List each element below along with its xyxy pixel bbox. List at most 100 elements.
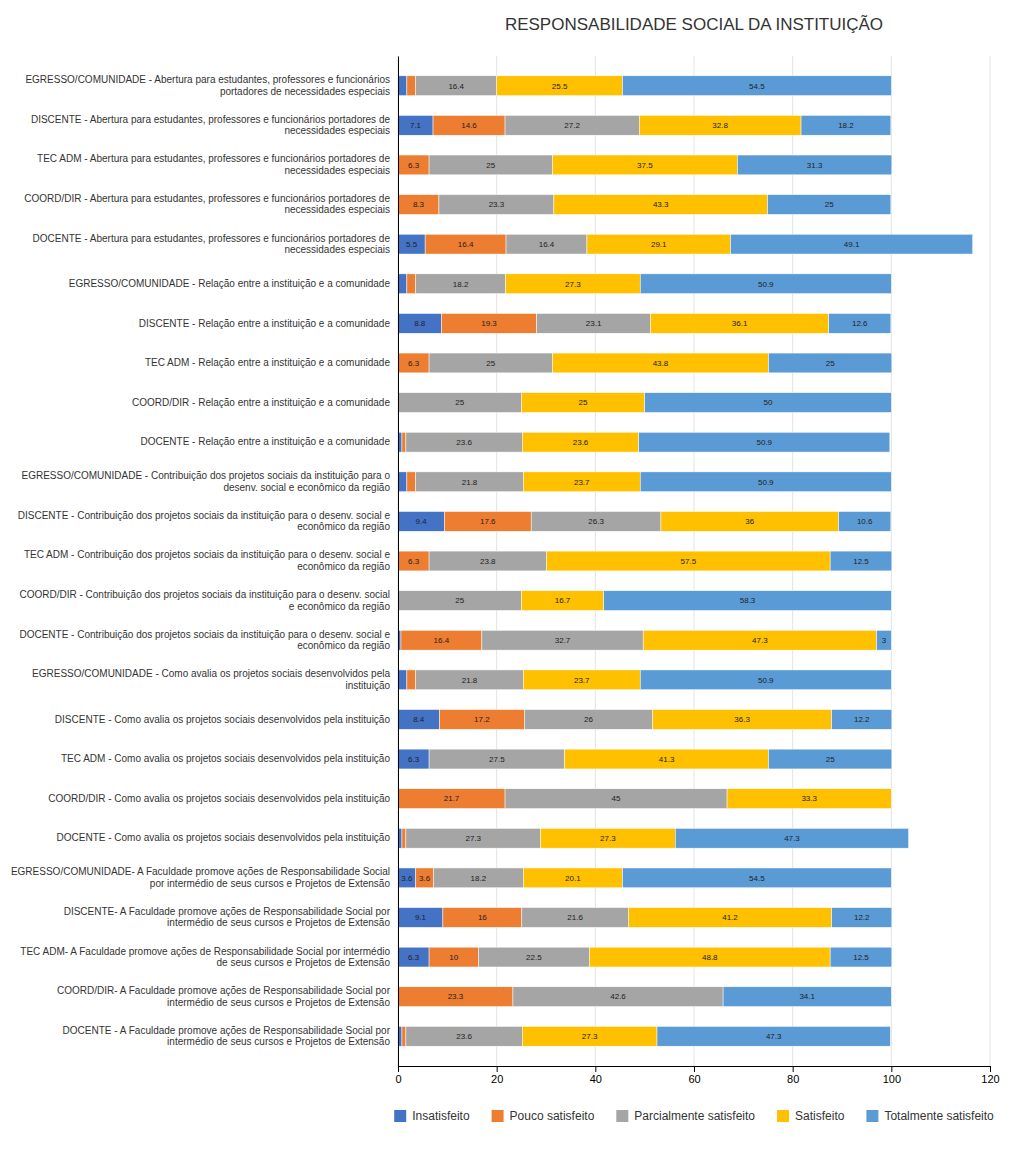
y-tick-label-line: COORD/DIR - Abertura para estudantes, pr… <box>24 193 390 204</box>
bar-segment <box>429 155 552 175</box>
y-tick-label: COORD/DIR- A Faculdade promove ações de … <box>57 985 391 1008</box>
data-label: 34.1 <box>799 992 815 1001</box>
data-label: 12.5 <box>853 557 869 566</box>
bar-segment <box>522 1026 657 1046</box>
y-tick-label: TEC ADM - Abertura para estudantes, prof… <box>37 153 390 176</box>
data-label: 6.3 <box>408 359 420 368</box>
bar-segment <box>398 472 407 492</box>
y-tick-label-line: EGRESSO/COMUNIDADE - Contribuição dos pr… <box>22 470 391 481</box>
bar-segment <box>406 828 541 848</box>
y-tick-label-line: TEC ADM - Relação entre a instituição e … <box>145 357 391 368</box>
data-label: 37.5 <box>637 161 653 170</box>
bar-segment <box>402 432 406 452</box>
data-label: 16.4 <box>539 240 555 249</box>
bar-segment <box>645 393 892 413</box>
data-label: 22.5 <box>526 953 542 962</box>
bar-segment <box>416 670 524 690</box>
data-label: 23.3 <box>448 992 464 1001</box>
data-label: 27.3 <box>565 280 581 289</box>
bar-segment <box>587 234 731 254</box>
y-tick-label: EGRESSO/COMUNIDADE - Relação entre a ins… <box>69 278 391 289</box>
data-label: 50.9 <box>757 438 773 447</box>
data-label: 36.1 <box>732 319 748 328</box>
x-axis: 020406080100120 <box>395 1066 999 1085</box>
grid <box>398 56 990 1066</box>
y-tick-label: EGRESSO/COMUNIDADE - Contribuição dos pr… <box>22 470 391 493</box>
x-tick: 120 <box>981 1066 999 1085</box>
x-tick: 80 <box>787 1066 799 1085</box>
y-tick: EGRESSO/COMUNIDADE - Contribuição dos pr… <box>22 470 398 493</box>
legend-swatch <box>777 1110 789 1122</box>
chart-svg: RESPONSABILIDADE SOCIAL DA INSTITUIÇÃO7.… <box>0 0 1024 1156</box>
data-label: 18.2 <box>471 874 487 883</box>
y-tick-label-line: DOCENTE - Como avalia os projetos sociai… <box>57 832 391 843</box>
y-tick: DISCENTE- A Faculdade promove ações de R… <box>64 906 398 929</box>
data-label: 27.5 <box>489 755 505 764</box>
data-label: 6.3 <box>408 557 420 566</box>
legend-label: Insatisfeito <box>412 1109 470 1123</box>
bar-segment <box>478 947 589 967</box>
y-tick-label-line: EGRESSO/COMUNIDADE - Como avalia os proj… <box>32 668 390 679</box>
bar-segment <box>727 789 891 809</box>
x-tick-label: 0 <box>395 1073 401 1085</box>
bar-segment <box>407 274 416 294</box>
y-tick-label: DISCENTE - Contribuição dos projetos soc… <box>18 510 391 533</box>
data-label: 8.8 <box>414 319 426 328</box>
y-tick-label: DISCENTE- A Faculdade promove ações de R… <box>64 906 391 929</box>
y-tick-label-line: necessidades especiais <box>284 244 390 255</box>
legend-label: Parcialmente satisfeito <box>634 1109 755 1123</box>
data-label: 16.7 <box>555 596 571 605</box>
y-tick-label-line: COORD/DIR - Relação entre a instituição … <box>132 397 390 408</box>
bar-segment <box>541 828 676 848</box>
legend-item: Totalmente satisfeito <box>866 1109 994 1123</box>
y-tick-label-line: e econômico da região <box>289 601 391 612</box>
grid-line <box>990 56 991 1066</box>
y-tick-label: TEC ADM - Como avalia os projetos sociai… <box>61 753 390 764</box>
data-label: 3.6 <box>401 874 413 883</box>
bar-segment <box>829 313 891 333</box>
y-tick: EGRESSO/COMUNIDADE - Como avalia os proj… <box>32 668 398 691</box>
y-tick-label-line: instituição <box>346 680 391 691</box>
data-label: 3 <box>882 636 887 645</box>
bar-segment <box>640 274 891 294</box>
data-label: 10 <box>449 953 458 962</box>
bar-segment <box>416 472 524 492</box>
bar-segment <box>506 234 587 254</box>
legend-label: Satisfeito <box>795 1109 845 1123</box>
x-tick-label: 60 <box>688 1073 700 1085</box>
bar-segment <box>639 432 890 452</box>
x-tick: 0 <box>395 1066 401 1085</box>
data-label: 50.9 <box>758 676 774 685</box>
data-label: 36.3 <box>734 715 750 724</box>
data-label: 16.4 <box>448 82 464 91</box>
bar-segment <box>521 393 644 413</box>
y-tick-label: DOCENTE - Relação entre a instituição e … <box>140 436 390 447</box>
y-tick: DOCENTE - Contribuição dos projetos soci… <box>19 629 398 652</box>
data-label: 20.1 <box>565 874 581 883</box>
y-tick-label-line: intermédio de seus cursos e Projetos de … <box>167 917 390 928</box>
legend-swatch <box>492 1110 504 1122</box>
bar-segment <box>522 432 638 452</box>
data-label: 21.8 <box>462 478 478 487</box>
x-tick: 40 <box>590 1066 602 1085</box>
x-tick-label: 100 <box>883 1073 901 1085</box>
bar-segment <box>523 670 640 690</box>
data-label: 6.3 <box>408 953 420 962</box>
bar-segment <box>653 710 832 730</box>
data-label: 25 <box>455 398 464 407</box>
data-label: 19.3 <box>481 319 497 328</box>
y-tick-label: EGRESSO/COMUNIDADE- A Faculdade promove … <box>11 866 391 889</box>
y-tick-label: COORD/DIR - Relação entre a instituição … <box>132 397 390 408</box>
bar-segment <box>416 76 497 96</box>
x-tick-mark <box>595 1066 596 1072</box>
bar-segment <box>402 1026 406 1046</box>
bar-segment <box>832 710 892 730</box>
y-tick: COORD/DIR - Relação entre a instituição … <box>132 397 398 408</box>
data-label: 7.1 <box>410 121 422 130</box>
y-tick-label-line: DOCENTE - Relação entre a instituição e … <box>140 436 390 447</box>
data-label: 23.7 <box>574 676 590 685</box>
data-label: 23.6 <box>573 438 589 447</box>
data-label: 17.6 <box>480 517 496 526</box>
bar-segment <box>398 908 443 928</box>
x-axis-line <box>399 1067 991 1073</box>
